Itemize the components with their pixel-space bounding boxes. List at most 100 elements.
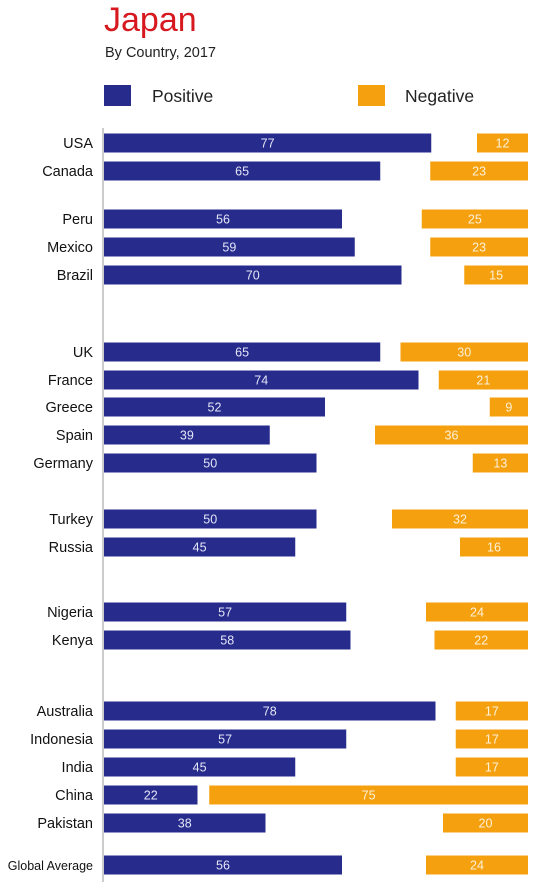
category-label-usa: USA [63, 136, 93, 152]
legend-swatch-positive [104, 85, 131, 106]
category-label-global-average: Global Average [8, 859, 93, 873]
legend-swatch-negative [358, 85, 385, 106]
negative-bar-australia [455, 701, 528, 721]
positive-value-label-canada: 65 [235, 165, 249, 179]
negative-value-label-germany: 13 [493, 457, 507, 471]
category-label-indonesia: Indonesia [30, 732, 94, 748]
positive-value-label-france: 74 [254, 374, 268, 388]
negative-bar-nigeria [426, 602, 528, 622]
negative-bar-global-average [426, 855, 528, 875]
negative-bar-russia [460, 537, 528, 557]
category-label-greece: Greece [45, 400, 93, 416]
negative-bar-kenya [434, 630, 528, 650]
negative-value-label-india: 17 [485, 761, 499, 775]
positive-bar-china [104, 785, 198, 805]
negative-value-label-peru: 25 [468, 213, 482, 227]
category-label-canada: Canada [42, 164, 94, 180]
category-label-turkey: Turkey [49, 512, 94, 528]
positive-bar-canada [104, 161, 381, 181]
negative-bar-peru [421, 209, 528, 229]
positive-bar-turkey [104, 509, 317, 529]
chart-subtitle: By Country, 2017 [105, 45, 216, 61]
positive-value-label-nigeria: 57 [218, 606, 232, 620]
negative-value-label-brazil: 15 [489, 269, 503, 283]
negative-bar-canada [430, 161, 528, 181]
positive-value-label-pakistan: 38 [178, 817, 192, 831]
category-label-uk: UK [73, 345, 93, 361]
negative-bar-usa [477, 133, 528, 153]
positive-value-label-brazil: 70 [246, 269, 260, 283]
positive-value-label-germany: 50 [203, 457, 217, 471]
negative-bar-brazil [464, 265, 528, 285]
positive-bar-usa [104, 133, 432, 153]
negative-value-label-indonesia: 17 [485, 733, 499, 747]
positive-bar-india [104, 757, 296, 777]
positive-bar-russia [104, 537, 296, 557]
negative-bar-germany [472, 453, 528, 473]
negative-value-label-russia: 16 [487, 541, 501, 555]
positive-value-label-indonesia: 57 [218, 733, 232, 747]
category-label-india: India [62, 760, 94, 776]
positive-bar-nigeria [104, 602, 347, 622]
positive-value-label-kenya: 58 [220, 634, 234, 648]
negative-bar-china [209, 785, 528, 805]
category-label-kenya: Kenya [52, 633, 94, 649]
positive-bar-greece [104, 397, 325, 417]
positive-bar-kenya [104, 630, 351, 650]
positive-bar-spain [104, 425, 270, 445]
negative-value-label-spain: 36 [445, 429, 459, 443]
negative-value-label-greece: 9 [505, 401, 512, 415]
negative-bar-france [438, 370, 528, 390]
negative-bar-turkey [392, 509, 528, 529]
negative-value-label-uk: 30 [457, 346, 471, 360]
positive-value-label-mexico: 59 [222, 241, 236, 255]
negative-value-label-pakistan: 20 [479, 817, 493, 831]
negative-bar-india [455, 757, 528, 777]
category-label-australia: Australia [37, 704, 94, 720]
positive-value-label-india: 45 [193, 761, 207, 775]
positive-value-label-turkey: 50 [203, 513, 217, 527]
positive-value-label-greece: 52 [208, 401, 222, 415]
positive-value-label-peru: 56 [216, 213, 230, 227]
legend-label-positive: Positive [152, 86, 214, 106]
positive-value-label-uk: 65 [235, 346, 249, 360]
positive-bar-france [104, 370, 419, 390]
category-label-peru: Peru [62, 212, 93, 228]
positive-value-label-global-average: 56 [216, 859, 230, 873]
category-label-pakistan: Pakistan [37, 816, 93, 832]
negative-value-label-turkey: 32 [453, 513, 467, 527]
positive-bar-global-average [104, 855, 342, 875]
category-label-brazil: Brazil [57, 268, 93, 284]
negative-bar-spain [375, 425, 528, 445]
category-label-mexico: Mexico [47, 240, 93, 256]
negative-value-label-china: 75 [362, 789, 376, 803]
positive-value-label-australia: 78 [263, 705, 277, 719]
category-label-spain: Spain [56, 428, 93, 444]
negative-value-label-mexico: 23 [472, 241, 486, 255]
positive-bar-uk [104, 342, 381, 362]
negative-value-label-australia: 17 [485, 705, 499, 719]
negative-bar-mexico [430, 237, 528, 257]
positive-value-label-russia: 45 [193, 541, 207, 555]
negative-bar-greece [489, 397, 528, 417]
category-label-germany: Germany [33, 456, 93, 472]
negative-value-label-global-average: 24 [470, 859, 484, 873]
negative-value-label-usa: 12 [496, 137, 510, 151]
positive-bar-germany [104, 453, 317, 473]
negative-value-label-nigeria: 24 [470, 606, 484, 620]
positive-bar-peru [104, 209, 342, 229]
positive-bar-brazil [104, 265, 402, 285]
category-label-russia: Russia [49, 540, 94, 556]
negative-bar-pakistan [443, 813, 528, 833]
negative-value-label-kenya: 22 [474, 634, 488, 648]
category-label-nigeria: Nigeria [47, 605, 94, 621]
category-label-france: France [48, 373, 93, 389]
positive-bar-mexico [104, 237, 355, 257]
positive-value-label-china: 22 [144, 789, 158, 803]
negative-value-label-canada: 23 [472, 165, 486, 179]
positive-value-label-usa: 77 [261, 137, 275, 151]
positive-bar-pakistan [104, 813, 266, 833]
legend-label-negative: Negative [405, 86, 475, 106]
negative-bar-uk [400, 342, 528, 362]
